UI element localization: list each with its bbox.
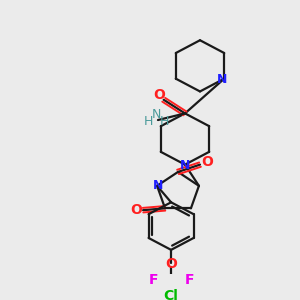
Text: N: N <box>151 108 160 121</box>
Text: O: O <box>201 155 213 169</box>
Text: F: F <box>148 273 158 287</box>
Text: H: H <box>143 116 153 128</box>
Text: O: O <box>165 256 177 271</box>
Text: Cl: Cl <box>164 290 178 300</box>
Text: N: N <box>180 159 190 172</box>
Text: N: N <box>153 179 163 192</box>
Text: O: O <box>153 88 165 102</box>
Text: O: O <box>130 203 142 217</box>
Text: F: F <box>184 273 194 287</box>
Text: H: H <box>159 116 169 128</box>
Text: N: N <box>217 73 227 86</box>
